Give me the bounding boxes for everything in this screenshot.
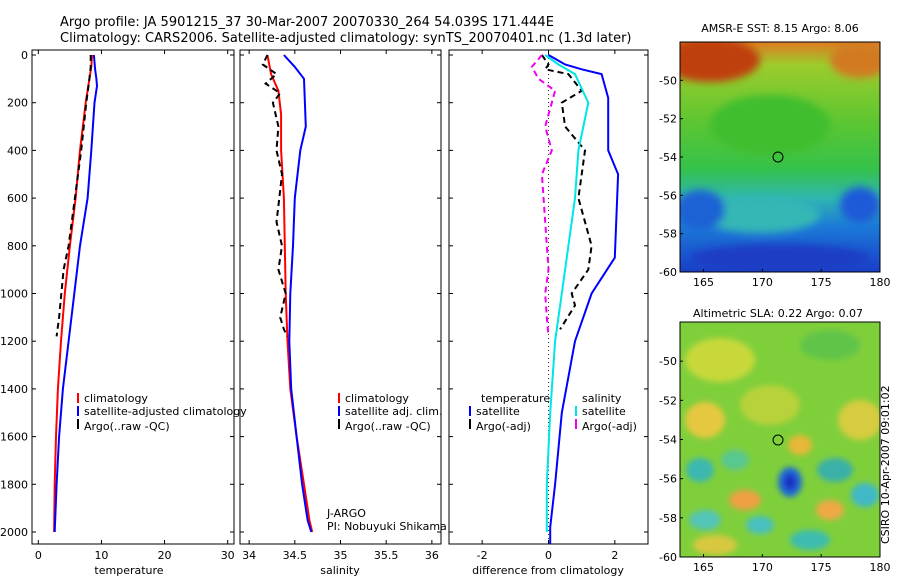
difference-profile-panel: -2 0 2 difference from climatology tempera… — [448, 49, 649, 577]
temperature-profile-panel: 0 200 400 600 800 1000 1200 1400 1600 1800 2000 0 10… — [0, 49, 247, 577]
legend-label: satellite-adjusted climatology — [84, 405, 247, 418]
x-tick-label: 165 — [693, 276, 714, 289]
legend-group-title: salinity — [582, 392, 622, 405]
map-title: Altimetric SLA: 0.22 Argo: 0.07 — [693, 307, 863, 320]
x-tick-label: 170 — [752, 276, 773, 289]
y-tick-label: 1200 — [0, 335, 28, 348]
x-axis-label: salinity — [320, 564, 360, 577]
legend-label: Argo(..raw -QC) — [345, 420, 431, 433]
series-line-satellite — [548, 54, 620, 544]
y-tick-label: 1000 — [0, 288, 28, 301]
figure-title-line1: Argo profile: JA 5901215_37 30-Mar-2007 … — [60, 15, 554, 30]
plot-frame — [31, 49, 235, 545]
series-line-climatology — [53, 54, 93, 533]
legend-label: Argo(..raw -QC) — [84, 420, 170, 433]
series-line-satellite-adj-clim — [283, 54, 313, 533]
y-tick-label: 600 — [7, 192, 28, 205]
y-tick-label: 1400 — [0, 383, 28, 396]
y-tick-label: -54 — [659, 434, 677, 447]
y-tick-label: -54 — [659, 151, 677, 164]
y-tick-label: 800 — [7, 240, 28, 253]
legend-label: Argo(-adj) — [476, 420, 531, 433]
y-tick-label: -56 — [659, 473, 677, 486]
legend-label: climatology — [84, 392, 148, 405]
series-line-argo-raw-qc — [55, 55, 92, 337]
x-axis-label: temperature — [94, 564, 163, 577]
y-tick-label: 200 — [7, 97, 28, 110]
legend-label: satellite — [476, 405, 520, 418]
series-line-satellite — [544, 54, 590, 532]
y-tick-label: 2000 — [0, 526, 28, 539]
legend-label: Argo(-adj) — [582, 420, 637, 433]
credit-timestamp: CSIRO 10-Apr-2007 09:01:02 — [879, 385, 892, 544]
y-tick-label: 1800 — [0, 478, 28, 491]
sst-heatmap — [680, 42, 880, 272]
sla-map-panel: Altimetric SLA: 0.22 Argo: 0.07 — [659, 307, 890, 574]
x-tick-label: 35 — [334, 549, 348, 562]
x-tick-label: 10 — [94, 549, 108, 562]
float-agency: J-ARGO — [326, 507, 366, 520]
sst-map-panel: AMSR-E SST: 8.15 Argo: 8.06 -50 -52 -54 -56… — [659, 22, 890, 289]
y-tick-label: -52 — [659, 113, 677, 126]
y-tick-label: -58 — [659, 512, 677, 525]
x-tick-label: 20 — [158, 549, 172, 562]
x-axis-label: difference from climatology — [472, 564, 624, 577]
y-tick-label: -60 — [659, 551, 677, 564]
legend: temperature satellite Argo(-adj) salinit… — [469, 392, 637, 433]
x-tick-label: 34.5 — [283, 549, 308, 562]
argo-float-marker — [772, 434, 784, 446]
legend-label: satellite adj. clim. — [345, 405, 442, 418]
principal-investigator: PI: Nobuyuki Shikama — [327, 520, 447, 533]
figure-title-line2: Climatology: CARS2006. Satellite-adjuste… — [60, 31, 632, 46]
x-tick-label: 2 — [611, 549, 618, 562]
argo-float-marker — [772, 151, 784, 163]
y-tick-label: -52 — [659, 394, 677, 407]
y-tick-label: -50 — [659, 355, 677, 368]
legend: climatology satellite adj. clim. Argo(..… — [338, 392, 442, 433]
legend-label: climatology — [345, 392, 409, 405]
y-tick-label: 0 — [21, 49, 28, 62]
y-tick-label: -50 — [659, 74, 677, 87]
legend: climatology satellite-adjusted climatolo… — [77, 392, 247, 433]
series-line-argo-adj — [541, 54, 593, 330]
x-tick-label: 0 — [545, 549, 552, 562]
x-tick-label: 165 — [693, 561, 714, 574]
plot-frame — [239, 49, 442, 545]
map-title: AMSR-E SST: 8.15 Argo: 8.06 — [701, 22, 859, 35]
x-tick-label: 35.5 — [374, 549, 399, 562]
legend-group-title: temperature — [481, 392, 550, 405]
sla-heatmap — [680, 322, 880, 557]
y-tick-label: -58 — [659, 228, 677, 241]
y-tick-label: 400 — [7, 144, 28, 157]
x-tick-label: 0 — [35, 549, 42, 562]
x-tick-label: 175 — [811, 276, 832, 289]
x-tick-label: 30 — [221, 549, 235, 562]
legend-label: satellite — [582, 405, 626, 418]
x-tick-label: -2 — [477, 549, 488, 562]
series-line-argo-adj — [530, 54, 557, 337]
y-tick-label: -56 — [659, 189, 677, 202]
x-tick-label: 180 — [870, 561, 891, 574]
series-line-argo-raw-qc — [261, 54, 289, 337]
salinity-profile-panel: 34 34.5 35 35.5 36 salinity climatology sate… — [239, 49, 447, 577]
x-tick-label: 180 — [870, 276, 891, 289]
x-tick-label: 36 — [425, 549, 439, 562]
plot-frame — [448, 49, 649, 545]
y-tick-label: -60 — [659, 266, 677, 279]
x-tick-label: 175 — [811, 561, 832, 574]
x-tick-label: 170 — [752, 561, 773, 574]
series-line-satellite-adjusted-climatology — [53, 54, 99, 533]
y-tick-label: 1600 — [0, 431, 28, 444]
x-tick-label: 34 — [242, 549, 256, 562]
